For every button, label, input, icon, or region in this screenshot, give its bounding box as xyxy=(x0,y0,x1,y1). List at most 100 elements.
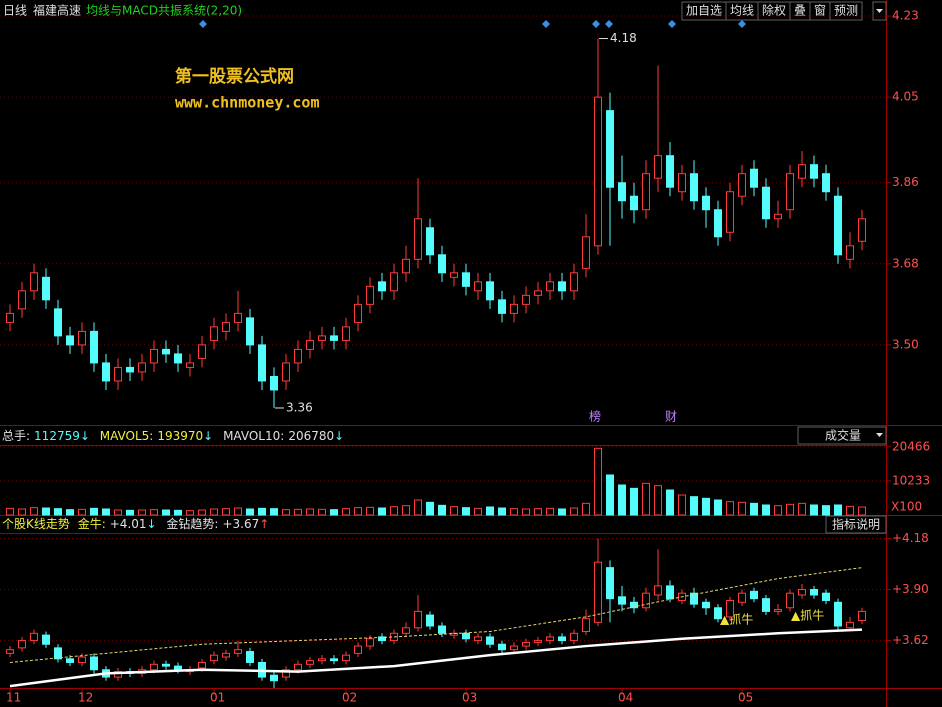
volume-bar xyxy=(378,507,386,516)
candle-body xyxy=(798,164,806,179)
volume-bar xyxy=(78,508,86,516)
candle-body xyxy=(186,362,194,368)
indicator-candle-body xyxy=(510,645,518,651)
indicator-candle-body xyxy=(570,632,578,642)
period: 日线 xyxy=(3,4,27,18)
volume-bar xyxy=(534,508,542,516)
header-arrow: ↓ xyxy=(334,429,344,443)
candle-body xyxy=(810,164,818,179)
indicator-candle-body xyxy=(846,621,854,629)
y-tick-label: 3.50 xyxy=(892,337,919,351)
volume-dropdown[interactable] xyxy=(797,426,887,445)
button-label[interactable]: 加自选 xyxy=(686,4,722,18)
candle-body xyxy=(282,362,290,382)
event-diamonds xyxy=(199,20,746,28)
indicator-candle-body xyxy=(378,636,386,642)
candle-body xyxy=(42,276,50,301)
volume-bar xyxy=(138,509,146,516)
volume-bar xyxy=(66,509,74,516)
x-tick-label: 11 xyxy=(6,691,21,705)
indicator-candle-body xyxy=(318,658,326,662)
indicator-candle-body xyxy=(786,592,794,609)
volume-header: 总手: 112759↓ MAVOL5: 193970↓ MAVOL10: 206780… xyxy=(2,429,344,443)
button-label[interactable]: 叠 xyxy=(794,4,806,18)
volume-bar xyxy=(174,509,182,516)
header-arrow: ↓ xyxy=(203,429,213,443)
indicator-candle-body xyxy=(738,592,746,603)
candle-body xyxy=(510,303,518,314)
indicator-candle-body xyxy=(534,640,542,643)
y-tick-label: 3.68 xyxy=(892,256,919,270)
volume-bar xyxy=(90,507,98,516)
candle-body xyxy=(174,353,182,364)
candle-body xyxy=(330,335,338,341)
x-tick-label: 01 xyxy=(210,691,225,705)
button-label[interactable]: 均线 xyxy=(730,4,754,18)
indicator-help-label[interactable]: 指标说明 xyxy=(832,517,880,532)
watermark-url: www.chnmoney.com xyxy=(175,94,320,112)
indicator-help[interactable] xyxy=(825,515,887,534)
volume-bar xyxy=(414,499,422,516)
indicator-candle-body xyxy=(834,601,842,627)
indicator-candle-body xyxy=(54,647,62,660)
y-tick-label: 20466 xyxy=(892,439,930,453)
header-arrow: ↓ xyxy=(147,517,157,531)
toolbar-button[interactable]: 除权 xyxy=(757,1,791,21)
indicator-candle-body xyxy=(294,663,302,671)
indicator-candle-body xyxy=(714,607,722,620)
candle-body xyxy=(846,245,854,260)
indicator-candle-body xyxy=(402,627,410,634)
toolbar-button[interactable]: 加自选 xyxy=(681,1,727,21)
candle-body xyxy=(594,96,602,247)
candle-body xyxy=(306,339,314,350)
candle-body xyxy=(606,110,614,188)
y-tick-label: +3.90 xyxy=(892,582,929,596)
extreme-label: 3.36 xyxy=(286,400,313,414)
indicator-candle-body xyxy=(210,654,218,662)
header-value: 112759 xyxy=(34,429,80,443)
volume-bar xyxy=(270,508,278,516)
volume-bar xyxy=(654,485,662,516)
candle-body xyxy=(714,209,722,238)
signal-label: ▲抓牛 xyxy=(720,612,753,627)
volume-bar xyxy=(834,504,842,516)
toolbar-button[interactable]: 预测 xyxy=(829,1,863,21)
candle-body xyxy=(366,285,374,305)
indicator-candle-body xyxy=(594,561,602,623)
candle-body xyxy=(126,366,134,373)
volume-bar xyxy=(546,507,554,516)
header-label: MAVOL5: xyxy=(100,429,154,443)
event-label[interactable]: 榜 xyxy=(589,409,601,424)
toolbar-button[interactable]: 叠 xyxy=(789,1,811,21)
indicator-candle-body xyxy=(654,585,662,596)
toolbar-button[interactable]: 均线 xyxy=(725,1,759,21)
menu-arrow[interactable] xyxy=(872,1,887,21)
indicator-candle-body xyxy=(666,585,674,600)
toolbar-button[interactable]: 窗 xyxy=(809,1,831,21)
button-label[interactable]: 窗 xyxy=(814,4,826,18)
indicator-candle-body xyxy=(426,614,434,627)
volume-bar xyxy=(354,507,362,516)
candle-body xyxy=(774,213,782,220)
button-label[interactable]: 除权 xyxy=(762,3,786,18)
candle-body xyxy=(30,272,38,292)
volume-bar xyxy=(810,504,818,516)
indicator-line xyxy=(9,628,863,688)
indicator-candle-body xyxy=(822,592,830,601)
watermark-title: 第一股票公式网 xyxy=(175,66,294,87)
candle-body xyxy=(498,299,506,314)
indicator-candle-body xyxy=(342,654,350,662)
volume-bar xyxy=(714,499,722,516)
volume-title[interactable]: 成交量 xyxy=(825,428,861,443)
indicator-candle-body xyxy=(606,567,614,600)
event-label[interactable]: 财 xyxy=(665,410,677,424)
candle-body xyxy=(78,330,86,346)
candle-body xyxy=(618,182,626,202)
candle-body xyxy=(294,348,302,364)
candle-body xyxy=(666,155,674,188)
x-tick-label: 05 xyxy=(738,691,753,705)
button-label[interactable]: 预测 xyxy=(834,4,858,18)
volume-bar xyxy=(234,507,242,516)
